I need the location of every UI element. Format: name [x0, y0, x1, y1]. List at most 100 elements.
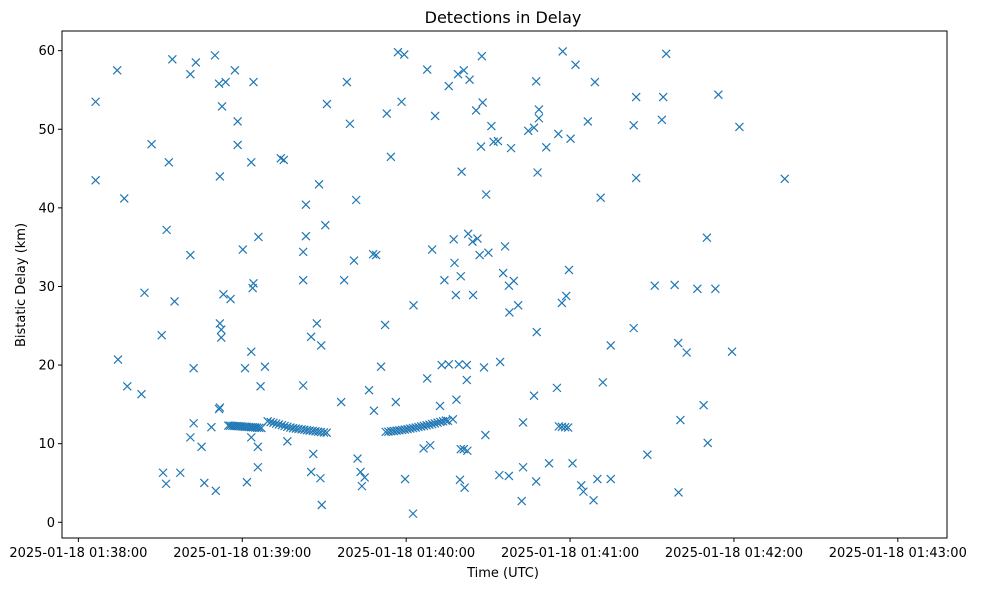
data-point — [561, 291, 571, 301]
data-point — [448, 414, 458, 424]
data-point — [657, 115, 667, 125]
data-point — [256, 381, 266, 391]
data-point — [455, 475, 465, 485]
data-point — [360, 473, 370, 482]
data-point — [606, 474, 616, 484]
data-point — [583, 116, 593, 126]
data-point — [437, 360, 447, 370]
data-point — [780, 174, 790, 184]
data-point — [592, 474, 602, 484]
data-point — [268, 418, 278, 428]
data-point — [473, 234, 482, 243]
x-axis-title: Time (UTC) — [466, 566, 539, 581]
data-point — [642, 450, 652, 460]
data-point — [175, 468, 185, 478]
data-point — [468, 290, 478, 300]
data-point — [364, 385, 374, 395]
data-point — [478, 98, 488, 107]
data-point — [674, 487, 683, 497]
data-point — [113, 355, 123, 364]
data-point — [568, 458, 577, 468]
data-point — [590, 77, 600, 87]
data-point — [552, 383, 562, 393]
data-point — [185, 69, 195, 79]
data-point — [405, 424, 415, 434]
data-point — [240, 363, 250, 373]
data-point — [414, 422, 423, 432]
data-point — [189, 418, 199, 428]
y-axis-title: Bistatic Delay (km) — [14, 223, 29, 347]
data-point — [673, 338, 683, 348]
data-point — [541, 142, 551, 152]
data-point — [371, 250, 381, 260]
x-tick-label: 2025-01-18 01:41:00 — [501, 546, 639, 561]
data-point — [441, 416, 451, 425]
data-point — [349, 256, 359, 265]
data-point — [670, 280, 680, 290]
data-point — [500, 241, 510, 251]
data-point — [216, 325, 226, 335]
data-point — [468, 237, 477, 247]
data-point — [280, 421, 290, 431]
data-point — [430, 418, 440, 428]
data-point — [477, 51, 487, 61]
data-point — [534, 105, 544, 115]
y-tick-label: 50 — [38, 123, 55, 138]
y-tick-label: 60 — [38, 44, 55, 59]
data-point — [382, 109, 392, 118]
data-point — [266, 417, 276, 427]
data-point — [246, 157, 256, 167]
x-tick-label: 2025-01-18 01:40:00 — [337, 546, 475, 561]
data-point — [699, 400, 709, 410]
chart-title: Detections in Delay — [425, 8, 582, 27]
data-point — [650, 281, 660, 291]
data-point — [217, 102, 227, 111]
data-point — [564, 265, 574, 275]
points-layer — [91, 47, 790, 519]
data-point — [357, 481, 367, 491]
data-point — [495, 357, 505, 367]
data-point — [345, 119, 355, 129]
data-point — [320, 220, 330, 230]
data-point — [419, 443, 429, 453]
data-point — [306, 332, 316, 342]
data-point — [408, 509, 418, 519]
data-point — [376, 362, 386, 372]
data-point — [533, 168, 542, 177]
data-point — [238, 245, 248, 254]
data-point — [140, 288, 149, 298]
data-point — [298, 381, 308, 390]
data-point — [301, 231, 311, 241]
data-point — [351, 195, 361, 205]
data-point — [518, 462, 528, 472]
data-point — [315, 473, 325, 483]
data-point — [504, 471, 514, 481]
data-point — [369, 406, 379, 416]
data-point — [498, 268, 508, 278]
data-point — [631, 173, 641, 183]
data-point — [462, 375, 472, 385]
data-point — [162, 225, 172, 235]
data-point — [427, 419, 437, 429]
data-point — [563, 423, 573, 432]
data-point — [336, 397, 346, 407]
x-tick-label: 2025-01-18 01:39:00 — [173, 546, 311, 561]
data-point — [513, 300, 523, 310]
data-point — [157, 330, 167, 340]
data-point — [356, 467, 365, 477]
data-point — [277, 420, 287, 430]
data-point — [316, 340, 326, 350]
data-point — [249, 77, 258, 87]
y-tick-label: 10 — [38, 437, 55, 452]
data-point — [230, 65, 240, 75]
data-point — [523, 126, 533, 136]
data-point — [422, 420, 432, 430]
data-point — [557, 298, 567, 308]
data-point — [322, 99, 332, 109]
data-point — [147, 139, 157, 149]
plot-frame — [61, 30, 948, 539]
data-point — [419, 421, 429, 431]
data-point — [249, 278, 258, 288]
